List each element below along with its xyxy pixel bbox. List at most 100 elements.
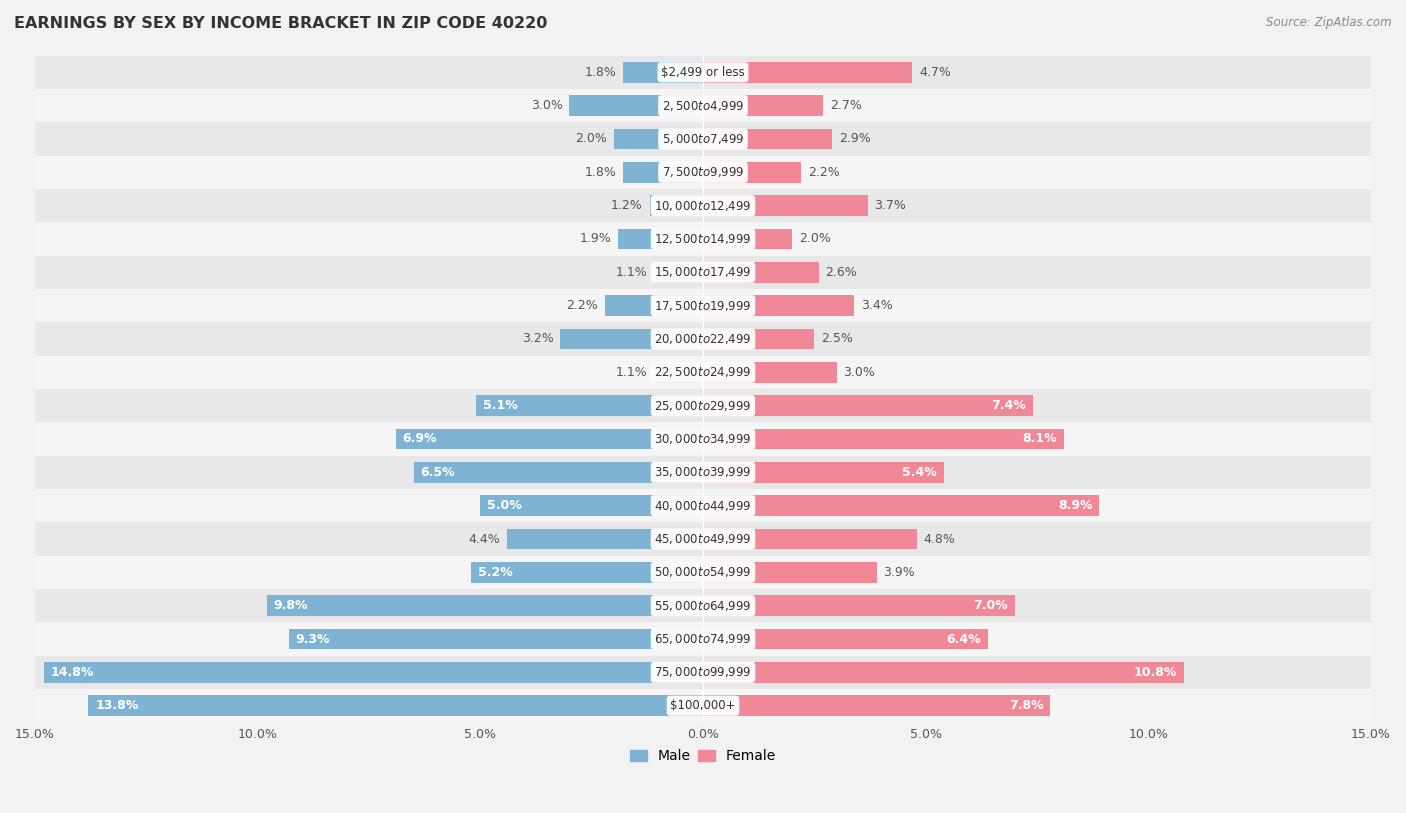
Text: 2.2%: 2.2%	[567, 299, 599, 312]
Bar	[0, 355, 1406, 389]
Text: $50,000 to $54,999: $50,000 to $54,999	[654, 565, 752, 580]
Bar	[0, 622, 1406, 655]
Text: 5.1%: 5.1%	[482, 399, 517, 412]
Bar	[288, 628, 703, 650]
Bar	[703, 528, 917, 550]
Text: 4.4%: 4.4%	[468, 533, 501, 546]
Bar	[0, 422, 1406, 455]
Text: 3.9%: 3.9%	[883, 566, 915, 579]
Text: 7.4%: 7.4%	[991, 399, 1026, 412]
Bar	[703, 595, 1015, 616]
Text: 14.8%: 14.8%	[51, 666, 94, 679]
Text: 4.8%: 4.8%	[924, 533, 955, 546]
Text: 5.0%: 5.0%	[486, 499, 522, 512]
Text: 8.1%: 8.1%	[1022, 433, 1057, 446]
Bar	[703, 428, 1064, 450]
Bar	[703, 462, 943, 483]
Text: $30,000 to $34,999: $30,000 to $34,999	[654, 432, 752, 446]
Text: EARNINGS BY SEX BY INCOME BRACKET IN ZIP CODE 40220: EARNINGS BY SEX BY INCOME BRACKET IN ZIP…	[14, 16, 547, 31]
Text: 5.4%: 5.4%	[903, 466, 936, 479]
Bar	[703, 95, 824, 116]
Text: $35,000 to $39,999: $35,000 to $39,999	[654, 465, 752, 480]
Text: 2.2%: 2.2%	[807, 166, 839, 179]
Text: 2.0%: 2.0%	[799, 233, 831, 246]
Bar	[0, 255, 1406, 289]
Text: 9.8%: 9.8%	[273, 599, 308, 612]
Bar	[0, 122, 1406, 155]
Bar	[703, 395, 1032, 416]
Bar	[703, 328, 814, 350]
Bar	[481, 495, 703, 516]
Text: 7.0%: 7.0%	[973, 599, 1008, 612]
Text: $15,000 to $17,499: $15,000 to $17,499	[654, 265, 752, 280]
Bar	[703, 162, 801, 183]
Bar	[654, 362, 703, 383]
Text: $2,499 or less: $2,499 or less	[661, 66, 745, 79]
Text: 6.5%: 6.5%	[420, 466, 454, 479]
Text: 2.7%: 2.7%	[830, 99, 862, 112]
Text: 8.9%: 8.9%	[1059, 499, 1092, 512]
Bar	[267, 595, 703, 616]
Bar	[654, 262, 703, 283]
Bar	[703, 495, 1099, 516]
Bar	[703, 628, 988, 650]
Text: 3.0%: 3.0%	[844, 366, 875, 379]
Bar	[0, 289, 1406, 322]
Text: 10.8%: 10.8%	[1135, 666, 1177, 679]
Text: $100,000+: $100,000+	[671, 699, 735, 712]
Bar	[703, 195, 868, 216]
Bar	[0, 389, 1406, 422]
Text: $20,000 to $22,499: $20,000 to $22,499	[654, 332, 752, 346]
Bar	[0, 489, 1406, 522]
Bar	[0, 322, 1406, 355]
Text: 2.6%: 2.6%	[825, 266, 858, 279]
Text: 2.5%: 2.5%	[821, 333, 853, 346]
Text: $5,000 to $7,499: $5,000 to $7,499	[662, 132, 744, 146]
Text: 1.8%: 1.8%	[585, 66, 616, 79]
Bar	[703, 562, 877, 583]
Text: $25,000 to $29,999: $25,000 to $29,999	[654, 398, 752, 413]
Bar	[471, 562, 703, 583]
Text: $65,000 to $74,999: $65,000 to $74,999	[654, 632, 752, 646]
Bar	[0, 689, 1406, 722]
Text: 5.2%: 5.2%	[478, 566, 513, 579]
Bar	[0, 655, 1406, 689]
Bar	[0, 89, 1406, 122]
Bar	[650, 195, 703, 216]
Bar	[623, 62, 703, 83]
Bar	[703, 128, 832, 150]
Bar	[0, 455, 1406, 489]
Bar	[0, 555, 1406, 589]
Bar	[89, 695, 703, 716]
Text: $7,500 to $9,999: $7,500 to $9,999	[662, 165, 744, 180]
Bar	[569, 95, 703, 116]
Bar	[413, 462, 703, 483]
Bar	[0, 55, 1406, 89]
Bar	[623, 162, 703, 183]
Text: $12,500 to $14,999: $12,500 to $14,999	[654, 232, 752, 246]
Text: 3.4%: 3.4%	[860, 299, 893, 312]
Text: 1.9%: 1.9%	[579, 233, 612, 246]
Text: 9.3%: 9.3%	[295, 633, 330, 646]
Bar	[703, 362, 837, 383]
Bar	[703, 695, 1050, 716]
Bar	[614, 128, 703, 150]
Text: 1.1%: 1.1%	[616, 266, 647, 279]
Text: 1.2%: 1.2%	[612, 199, 643, 212]
Bar	[508, 528, 703, 550]
Text: $55,000 to $64,999: $55,000 to $64,999	[654, 598, 752, 613]
Bar	[395, 428, 703, 450]
Bar	[605, 295, 703, 316]
Text: 6.4%: 6.4%	[946, 633, 981, 646]
Text: 1.1%: 1.1%	[616, 366, 647, 379]
Text: $17,500 to $19,999: $17,500 to $19,999	[654, 298, 752, 313]
Text: $2,500 to $4,999: $2,500 to $4,999	[662, 98, 744, 113]
Bar	[703, 228, 792, 250]
Text: 2.9%: 2.9%	[839, 133, 870, 146]
Bar	[0, 189, 1406, 222]
Text: 3.2%: 3.2%	[522, 333, 554, 346]
Text: Source: ZipAtlas.com: Source: ZipAtlas.com	[1267, 16, 1392, 29]
Bar	[561, 328, 703, 350]
Text: 6.9%: 6.9%	[402, 433, 437, 446]
Text: 7.8%: 7.8%	[1010, 699, 1043, 712]
